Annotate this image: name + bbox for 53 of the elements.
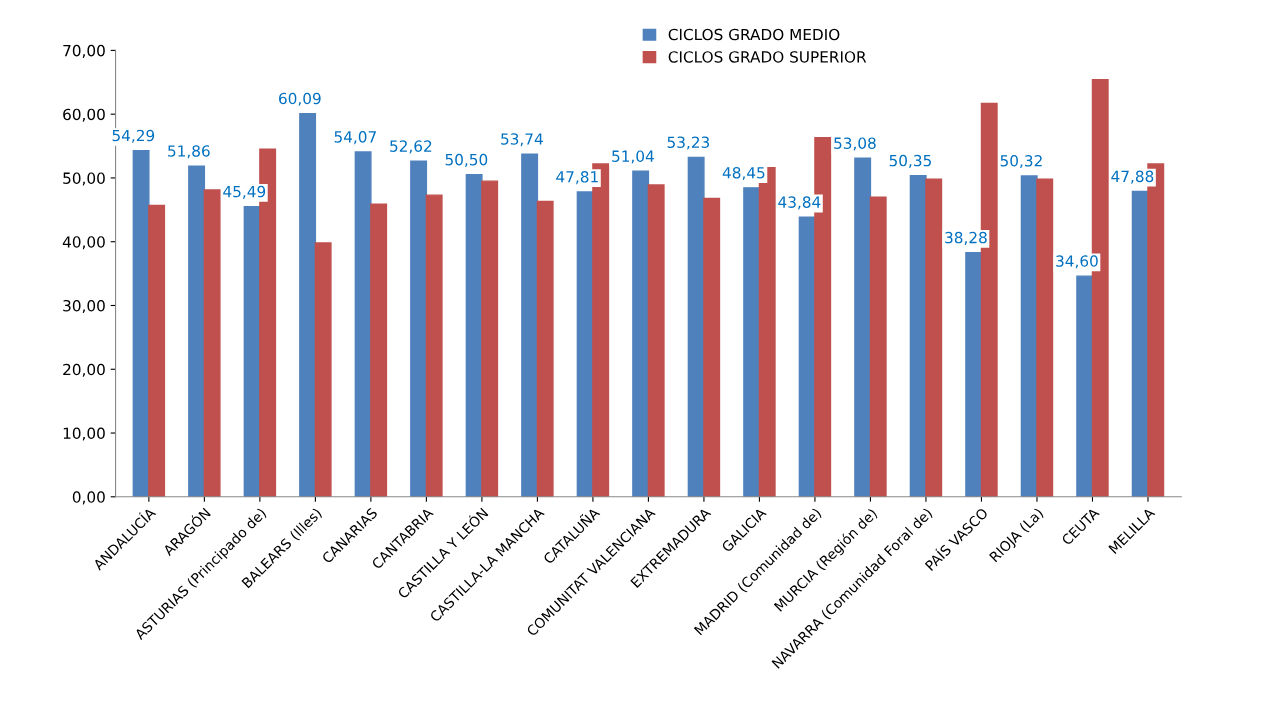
data-label: 34,60 xyxy=(1056,255,1098,269)
y-tick-label: 10,00 xyxy=(63,427,105,441)
data-label: 53,08 xyxy=(834,137,876,151)
data-label: 38,28 xyxy=(945,231,987,245)
bar xyxy=(148,204,166,497)
bar xyxy=(425,194,443,497)
bar xyxy=(647,184,665,497)
bar xyxy=(536,200,554,497)
legend-label: CICLOS GRADO MEDIO xyxy=(668,28,840,41)
data-label: 51,04 xyxy=(612,150,654,164)
bar xyxy=(687,156,705,497)
legend-label: CICLOS GRADO SUPERIOR xyxy=(668,51,867,63)
bar xyxy=(410,160,428,497)
data-label: 54,29 xyxy=(112,129,155,143)
data-label: 47,88 xyxy=(1111,170,1154,184)
bar xyxy=(743,187,761,497)
data-label: 45,49 xyxy=(223,185,266,199)
bar xyxy=(203,189,221,497)
y-tick-label: 70,00 xyxy=(63,44,105,58)
bar xyxy=(314,242,332,497)
bar xyxy=(1036,178,1054,497)
data-label: 51,86 xyxy=(168,145,210,159)
bar xyxy=(965,251,983,497)
bar xyxy=(354,151,372,497)
bar xyxy=(925,178,943,497)
bar xyxy=(132,149,150,497)
y-tick-label: 50,00 xyxy=(63,172,105,186)
data-label: 60,09 xyxy=(279,92,321,106)
data-label: 53,74 xyxy=(501,133,543,147)
data-label: 54,07 xyxy=(334,131,376,145)
bar xyxy=(299,112,317,497)
y-tick-label: 20,00 xyxy=(63,363,105,377)
data-label: 43,84 xyxy=(778,196,821,210)
data-label: 50,50 xyxy=(445,153,488,167)
bar xyxy=(869,196,887,497)
data-label: 52,62 xyxy=(390,140,432,154)
bar xyxy=(481,180,499,497)
y-tick-label: 40,00 xyxy=(62,236,105,250)
y-tick-label: 60,00 xyxy=(63,108,105,122)
bar xyxy=(632,170,650,497)
y-tick-label: 0,00 xyxy=(72,491,105,505)
bar xyxy=(521,153,539,497)
data-label: 48,45 xyxy=(722,166,765,181)
bar xyxy=(854,157,872,497)
bar xyxy=(703,197,721,497)
bar xyxy=(1076,275,1094,497)
data-label: 53,23 xyxy=(667,136,710,150)
bar xyxy=(188,165,206,497)
y-tick-label: 30,00 xyxy=(63,299,105,314)
data-label: 47,81 xyxy=(556,171,598,185)
data-label: 50,32 xyxy=(1000,155,1042,169)
bar xyxy=(370,203,388,497)
data-label: 50,35 xyxy=(889,154,931,168)
